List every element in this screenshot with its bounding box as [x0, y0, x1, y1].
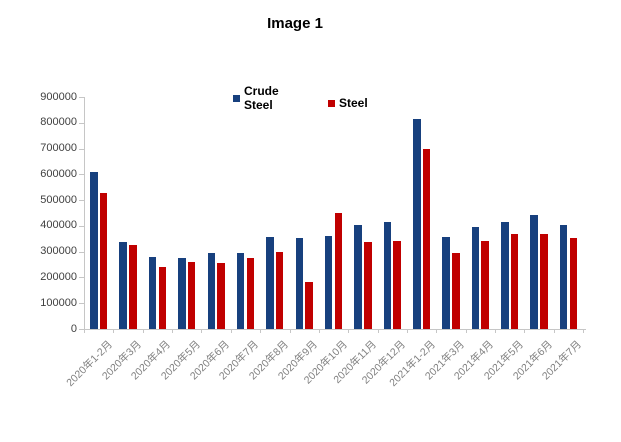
- bar-steel: [569, 238, 578, 329]
- x-tick-mark: [201, 330, 203, 333]
- y-tick-mark: [79, 225, 84, 227]
- y-tick-label: 700000: [40, 142, 77, 155]
- x-axis-line: [84, 329, 586, 330]
- x-tick-mark: [84, 330, 85, 333]
- y-tick-mark: [79, 251, 84, 253]
- bar-steel: [129, 245, 137, 329]
- x-tick-mark: [348, 330, 350, 333]
- bar-crude-steel: [236, 253, 245, 329]
- x-tick-mark: [230, 330, 232, 333]
- y-tick-mark: [79, 200, 84, 202]
- bar-steel: [452, 253, 460, 329]
- bar-crude-steel: [178, 257, 186, 329]
- y-tick-mark: [79, 303, 84, 305]
- bar-steel: [99, 193, 108, 329]
- x-tick-mark: [142, 330, 144, 333]
- x-tick-mark: [289, 330, 291, 333]
- legend-swatch-steel: [328, 99, 335, 107]
- bar-crude-steel: [559, 224, 568, 329]
- y-axis-line: [84, 97, 85, 329]
- y-tick-label: 900000: [40, 90, 77, 103]
- bar-crude-steel: [413, 119, 421, 329]
- bar-crude-steel: [119, 242, 127, 329]
- bar-steel: [422, 148, 431, 329]
- y-tick-mark: [79, 174, 84, 176]
- legend-item-crude-steel: Crude Steel: [233, 84, 295, 112]
- y-tick-mark: [79, 97, 84, 98]
- bar-crude-steel: [90, 171, 98, 329]
- bar-steel: [540, 234, 548, 329]
- y-tick-label: 100000: [40, 296, 77, 309]
- y-tick-mark: [79, 148, 84, 150]
- legend-swatch-crude-steel: [233, 94, 240, 102]
- bar-steel: [217, 262, 225, 329]
- x-tick-mark: [436, 330, 438, 333]
- bar-crude-steel: [354, 224, 362, 329]
- bar-steel: [305, 282, 313, 329]
- bar-steel: [393, 240, 401, 329]
- x-tick-mark: [172, 330, 174, 333]
- bar-crude-steel: [471, 227, 480, 329]
- bar-crude-steel: [266, 236, 274, 329]
- x-tick-mark: [465, 330, 467, 333]
- x-tick-mark: [495, 330, 497, 333]
- bar-crude-steel: [207, 253, 216, 329]
- bar-steel: [334, 213, 343, 329]
- x-tick-mark: [318, 330, 320, 333]
- bar-crude-steel: [442, 237, 450, 329]
- bar-steel: [510, 234, 519, 329]
- y-tick-mark: [79, 277, 84, 279]
- x-tick-mark: [406, 330, 408, 333]
- y-tick-label: 0: [70, 322, 77, 335]
- bar-steel: [187, 262, 196, 329]
- x-tick-mark: [260, 330, 262, 333]
- bar-crude-steel: [383, 221, 392, 329]
- legend-label: Steel: [339, 96, 368, 110]
- bar-crude-steel: [530, 214, 538, 329]
- bar-crude-steel: [501, 222, 509, 329]
- y-tick-label: 300000: [40, 245, 77, 258]
- bar-crude-steel: [148, 257, 157, 329]
- y-tick-label: 400000: [40, 219, 77, 232]
- bar-steel: [275, 252, 284, 329]
- y-tick-mark: [79, 122, 84, 124]
- legend-label: Crude Steel: [244, 84, 279, 112]
- x-tick-mark: [583, 330, 585, 333]
- bar-steel: [158, 266, 166, 329]
- bar-steel: [481, 241, 489, 329]
- bar-steel: [364, 242, 372, 329]
- bar-crude-steel: [324, 235, 333, 329]
- x-tick-mark: [524, 330, 526, 333]
- x-tick-mark: [553, 330, 555, 333]
- chart-title: Image 1: [267, 15, 323, 32]
- x-tick-mark: [113, 330, 115, 333]
- y-tick-mark: [79, 329, 84, 330]
- y-tick-label: 500000: [40, 193, 77, 206]
- y-tick-label: 600000: [40, 167, 77, 180]
- legend-item-steel: Steel: [328, 96, 408, 110]
- y-tick-label: 800000: [40, 116, 77, 129]
- bar-steel: [246, 257, 255, 329]
- y-tick-label: 200000: [40, 270, 77, 283]
- bar-crude-steel: [295, 237, 304, 329]
- x-tick-mark: [377, 330, 379, 333]
